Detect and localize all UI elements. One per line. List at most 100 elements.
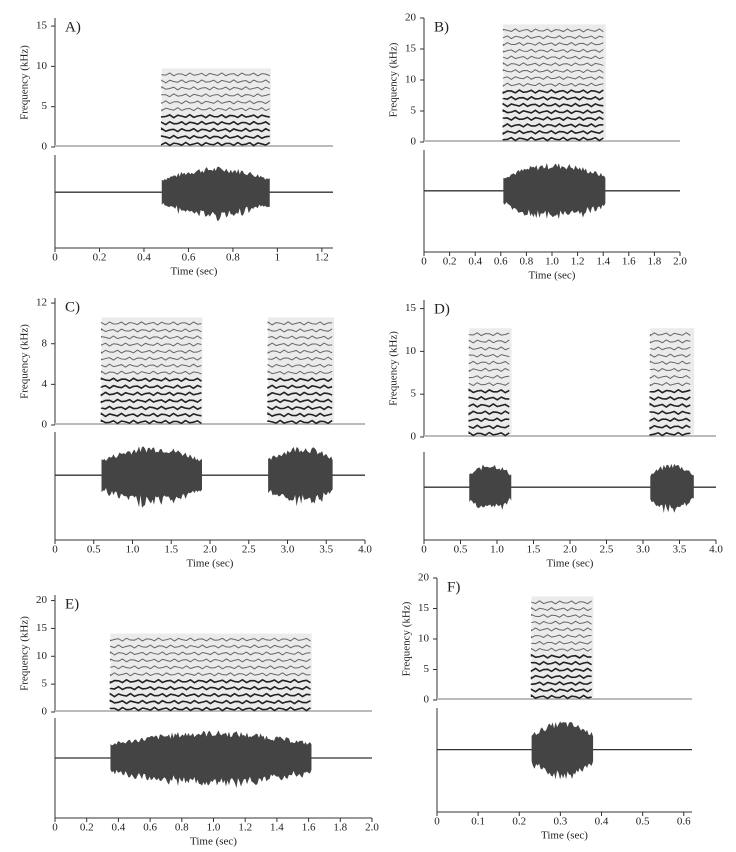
harmonic (502, 75, 604, 81)
harmonic (649, 374, 691, 380)
x-tick-label: 0.2 (443, 256, 457, 268)
harmonic (100, 384, 202, 390)
energy (469, 328, 512, 434)
y-tick-label: 8 (42, 337, 48, 349)
x-tick-label: 2.0 (365, 822, 379, 834)
harmonic (267, 384, 333, 390)
x-tick-label: 3.0 (281, 544, 295, 556)
y-tick-label: 10 (405, 345, 417, 357)
harmonic (649, 417, 691, 423)
y-tick-label: 15 (36, 622, 48, 634)
harmonic (649, 431, 691, 437)
harmonic (468, 417, 510, 423)
call-spectrum (649, 328, 695, 437)
x-tick-label: 1.8 (333, 822, 347, 834)
harmonic (267, 342, 333, 347)
harmonic (161, 79, 271, 84)
x-tick-label: 3.5 (319, 544, 333, 556)
x-tick-label: 1.0 (207, 822, 221, 834)
harmonic (649, 346, 691, 351)
harmonic (649, 388, 691, 394)
harmonic (160, 141, 271, 147)
harmonic (109, 678, 311, 684)
y-tick-label: 15 (418, 602, 430, 614)
harmonic (502, 48, 604, 53)
harmonic (468, 353, 510, 358)
y-tick-label: 5 (411, 105, 417, 117)
x-tick-label: 2.0 (203, 544, 217, 556)
panel-label: F) (447, 579, 460, 595)
harmonic (649, 353, 691, 358)
harmonic (267, 349, 333, 354)
harmonic (649, 424, 691, 430)
harmonic (267, 398, 333, 404)
x-tick-label: 0.4 (595, 816, 609, 828)
harmonic (649, 402, 691, 408)
y-tick-label: 4 (42, 378, 48, 390)
harmonic (530, 667, 593, 673)
x-tick-label: 0.4 (112, 822, 126, 834)
waveform (110, 730, 312, 788)
harmonic (109, 692, 311, 698)
harmonic (502, 62, 604, 67)
harmonic (160, 113, 270, 119)
x-tick-label: 0.8 (175, 822, 189, 834)
harmonic (531, 606, 592, 612)
harmonic (109, 699, 311, 705)
harmonic (502, 116, 604, 122)
harmonic (502, 129, 604, 136)
harmonic (502, 136, 604, 142)
energy (650, 328, 695, 434)
x-tick-label: 0.5 (636, 816, 650, 828)
x-tick-label: 2.5 (242, 544, 256, 556)
harmonic (267, 356, 333, 361)
waveform (650, 463, 694, 513)
energy (268, 317, 334, 422)
harmonic (468, 403, 510, 408)
harmonic (468, 367, 510, 373)
x-tick-label: 0.2 (93, 252, 107, 264)
x-axis-label: Time (sec) (187, 558, 234, 570)
harmonic (100, 405, 202, 411)
y-tick-label: 5 (424, 663, 430, 675)
x-tick-label: 1.0 (490, 544, 504, 556)
x-tick-label: 1.5 (527, 544, 541, 556)
harmonic (100, 419, 202, 425)
y-tick-label: 0 (42, 706, 48, 718)
harmonic (267, 377, 333, 383)
harmonic (502, 122, 604, 128)
harmonic (267, 328, 333, 333)
y-axis-label: Frequency (kHz) (19, 616, 31, 691)
y-tick-label: 0 (424, 694, 430, 706)
harmonic (101, 335, 202, 340)
harmonic (161, 86, 270, 91)
y-tick-label: 10 (405, 74, 417, 86)
x-tick-label: 0 (52, 252, 58, 264)
x-tick-label: 0.4 (468, 256, 482, 268)
harmonic (502, 55, 604, 60)
harmonic (109, 644, 311, 649)
y-tick-label: 15 (405, 43, 417, 55)
x-tick-label: 0.3 (554, 816, 568, 828)
harmonic (161, 100, 271, 105)
x-tick-label: 0 (52, 544, 58, 556)
harmonic (530, 674, 592, 680)
harmonic (468, 346, 510, 351)
harmonic (161, 93, 270, 98)
y-tick-label: 5 (411, 388, 417, 400)
x-tick-label: 2.0 (563, 544, 577, 556)
x-tick-label: 1.2 (315, 252, 329, 264)
harmonic (468, 431, 510, 437)
x-tick-label: 0 (421, 544, 427, 556)
harmonic (531, 647, 592, 652)
y-tick-label: 20 (418, 572, 430, 584)
harmonic (649, 396, 691, 401)
y-axis-label: Frequency (kHz) (388, 42, 400, 117)
energy (503, 24, 606, 139)
harmonic (468, 339, 510, 344)
x-tick-label: 0 (434, 816, 440, 828)
harmonic (530, 694, 592, 700)
waveform (161, 166, 270, 221)
harmonic (160, 134, 270, 140)
x-tick-label: 0.5 (87, 544, 101, 556)
